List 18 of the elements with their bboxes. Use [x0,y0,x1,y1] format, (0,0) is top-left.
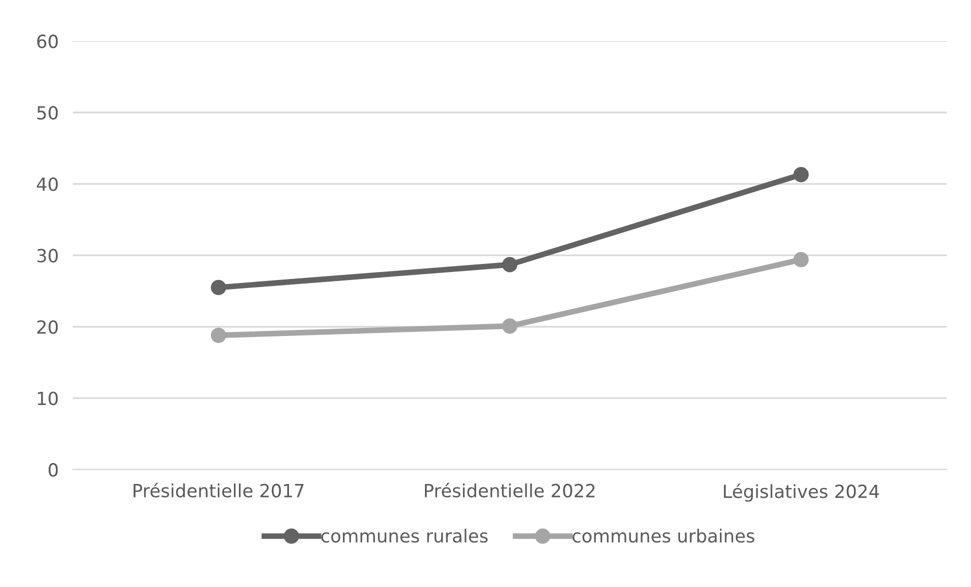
y-tick-label: 10 [38,392,58,406]
x-tick-label: Présidentielle 2022 [424,482,595,498]
point [502,318,518,334]
y-tick-label: 60 [37,34,58,48]
y-tick-label: 30 [37,248,58,262]
point [502,256,518,272]
point [793,167,809,182]
legend-label: communes rurales [321,528,488,543]
x-tick-label: Législatives 2024 [724,483,879,502]
x-tick-label: Présidentielle 2017 [134,482,304,498]
y-tick-label: 20 [37,320,58,334]
y-tick-label: 0 [48,463,58,477]
point [210,328,226,343]
y-tick-label: 50 [37,106,58,120]
point [210,280,226,296]
point [793,252,809,268]
legend-label: communes urbaines [572,528,754,543]
y-tick-label: 40 [36,177,58,192]
